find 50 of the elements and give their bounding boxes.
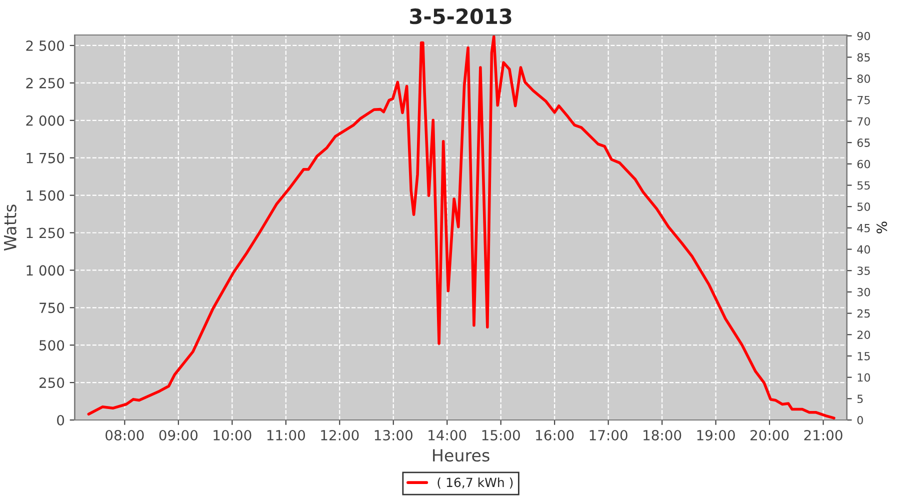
y-tick-label: 1 250 <box>26 228 64 238</box>
x-axis-title: Heures <box>433 449 490 462</box>
x-tick-label: 08:00 <box>106 430 144 440</box>
y-tick-label: 0 <box>57 414 64 426</box>
x-tick-label: 11:00 <box>267 430 305 440</box>
y2-tick-label: 25 <box>857 309 870 318</box>
y-tick-label: 1 750 <box>26 152 64 164</box>
y2-tick-label: 5 <box>857 394 863 404</box>
x-tick-label: 19:00 <box>697 430 735 440</box>
y2-tick-label: 80 <box>857 74 870 83</box>
y2-tick-label: 60 <box>857 160 870 168</box>
y-tick-label: 500 <box>40 340 64 351</box>
y2-tick-label: 10 <box>858 373 870 382</box>
y2-tick-label: 20 <box>857 330 870 340</box>
x-tick-label: 21:00 <box>804 430 842 440</box>
x-tick-label: 12:00 <box>321 430 359 440</box>
x-tick-label: 14:00 <box>428 430 466 440</box>
x-tick-label: 15:00 <box>482 430 520 440</box>
x-tick-label: 16:00 <box>536 430 574 440</box>
legend-label: ( 16,7 kWh ) <box>438 477 513 489</box>
y-tick-label: 2 000 <box>26 115 64 126</box>
y-tick-label: 250 <box>39 378 64 388</box>
y2-tick-label: 15 <box>858 352 870 360</box>
x-tick-label: 09:00 <box>159 430 198 440</box>
y2-tick-label: 85 <box>857 53 870 62</box>
y2-tick-label: 40 <box>857 245 870 254</box>
chart-title: 3-5-2013 <box>410 8 512 24</box>
x-tick-label: 10:00 <box>214 430 252 440</box>
x-tick-label: 13:00 <box>374 430 412 440</box>
y2-tick-label: 70 <box>858 117 870 126</box>
y2-tick-label: 90 <box>857 32 870 40</box>
line-series <box>87 35 836 420</box>
x-tick-label: 17:00 <box>590 430 628 440</box>
y-tick-label: 1 500 <box>26 190 64 201</box>
y-tick-label: 1 000 <box>26 265 64 276</box>
y2-tick-label: 45 <box>857 224 870 232</box>
y2-tick-label: 55 <box>857 181 870 190</box>
x-tick-label: 18:00 <box>644 430 682 440</box>
y2-tick-label: 35 <box>857 266 870 275</box>
x-tick-label: 20:00 <box>750 430 789 440</box>
y-tick-label: 750 <box>40 302 64 314</box>
y2-tick-label: 65 <box>857 138 870 147</box>
y2-tick-label: 0 <box>857 416 863 424</box>
y-tick-label: 2 250 <box>26 78 64 88</box>
y-axis-title: Watts <box>4 204 16 251</box>
y2-axis-title: % <box>876 222 888 234</box>
y2-tick-label: 50 <box>857 202 870 211</box>
y2-tick-label: 75 <box>858 96 870 104</box>
y2-tick-label: 30 <box>857 288 870 296</box>
y-tick-label: 2 500 <box>26 40 64 51</box>
